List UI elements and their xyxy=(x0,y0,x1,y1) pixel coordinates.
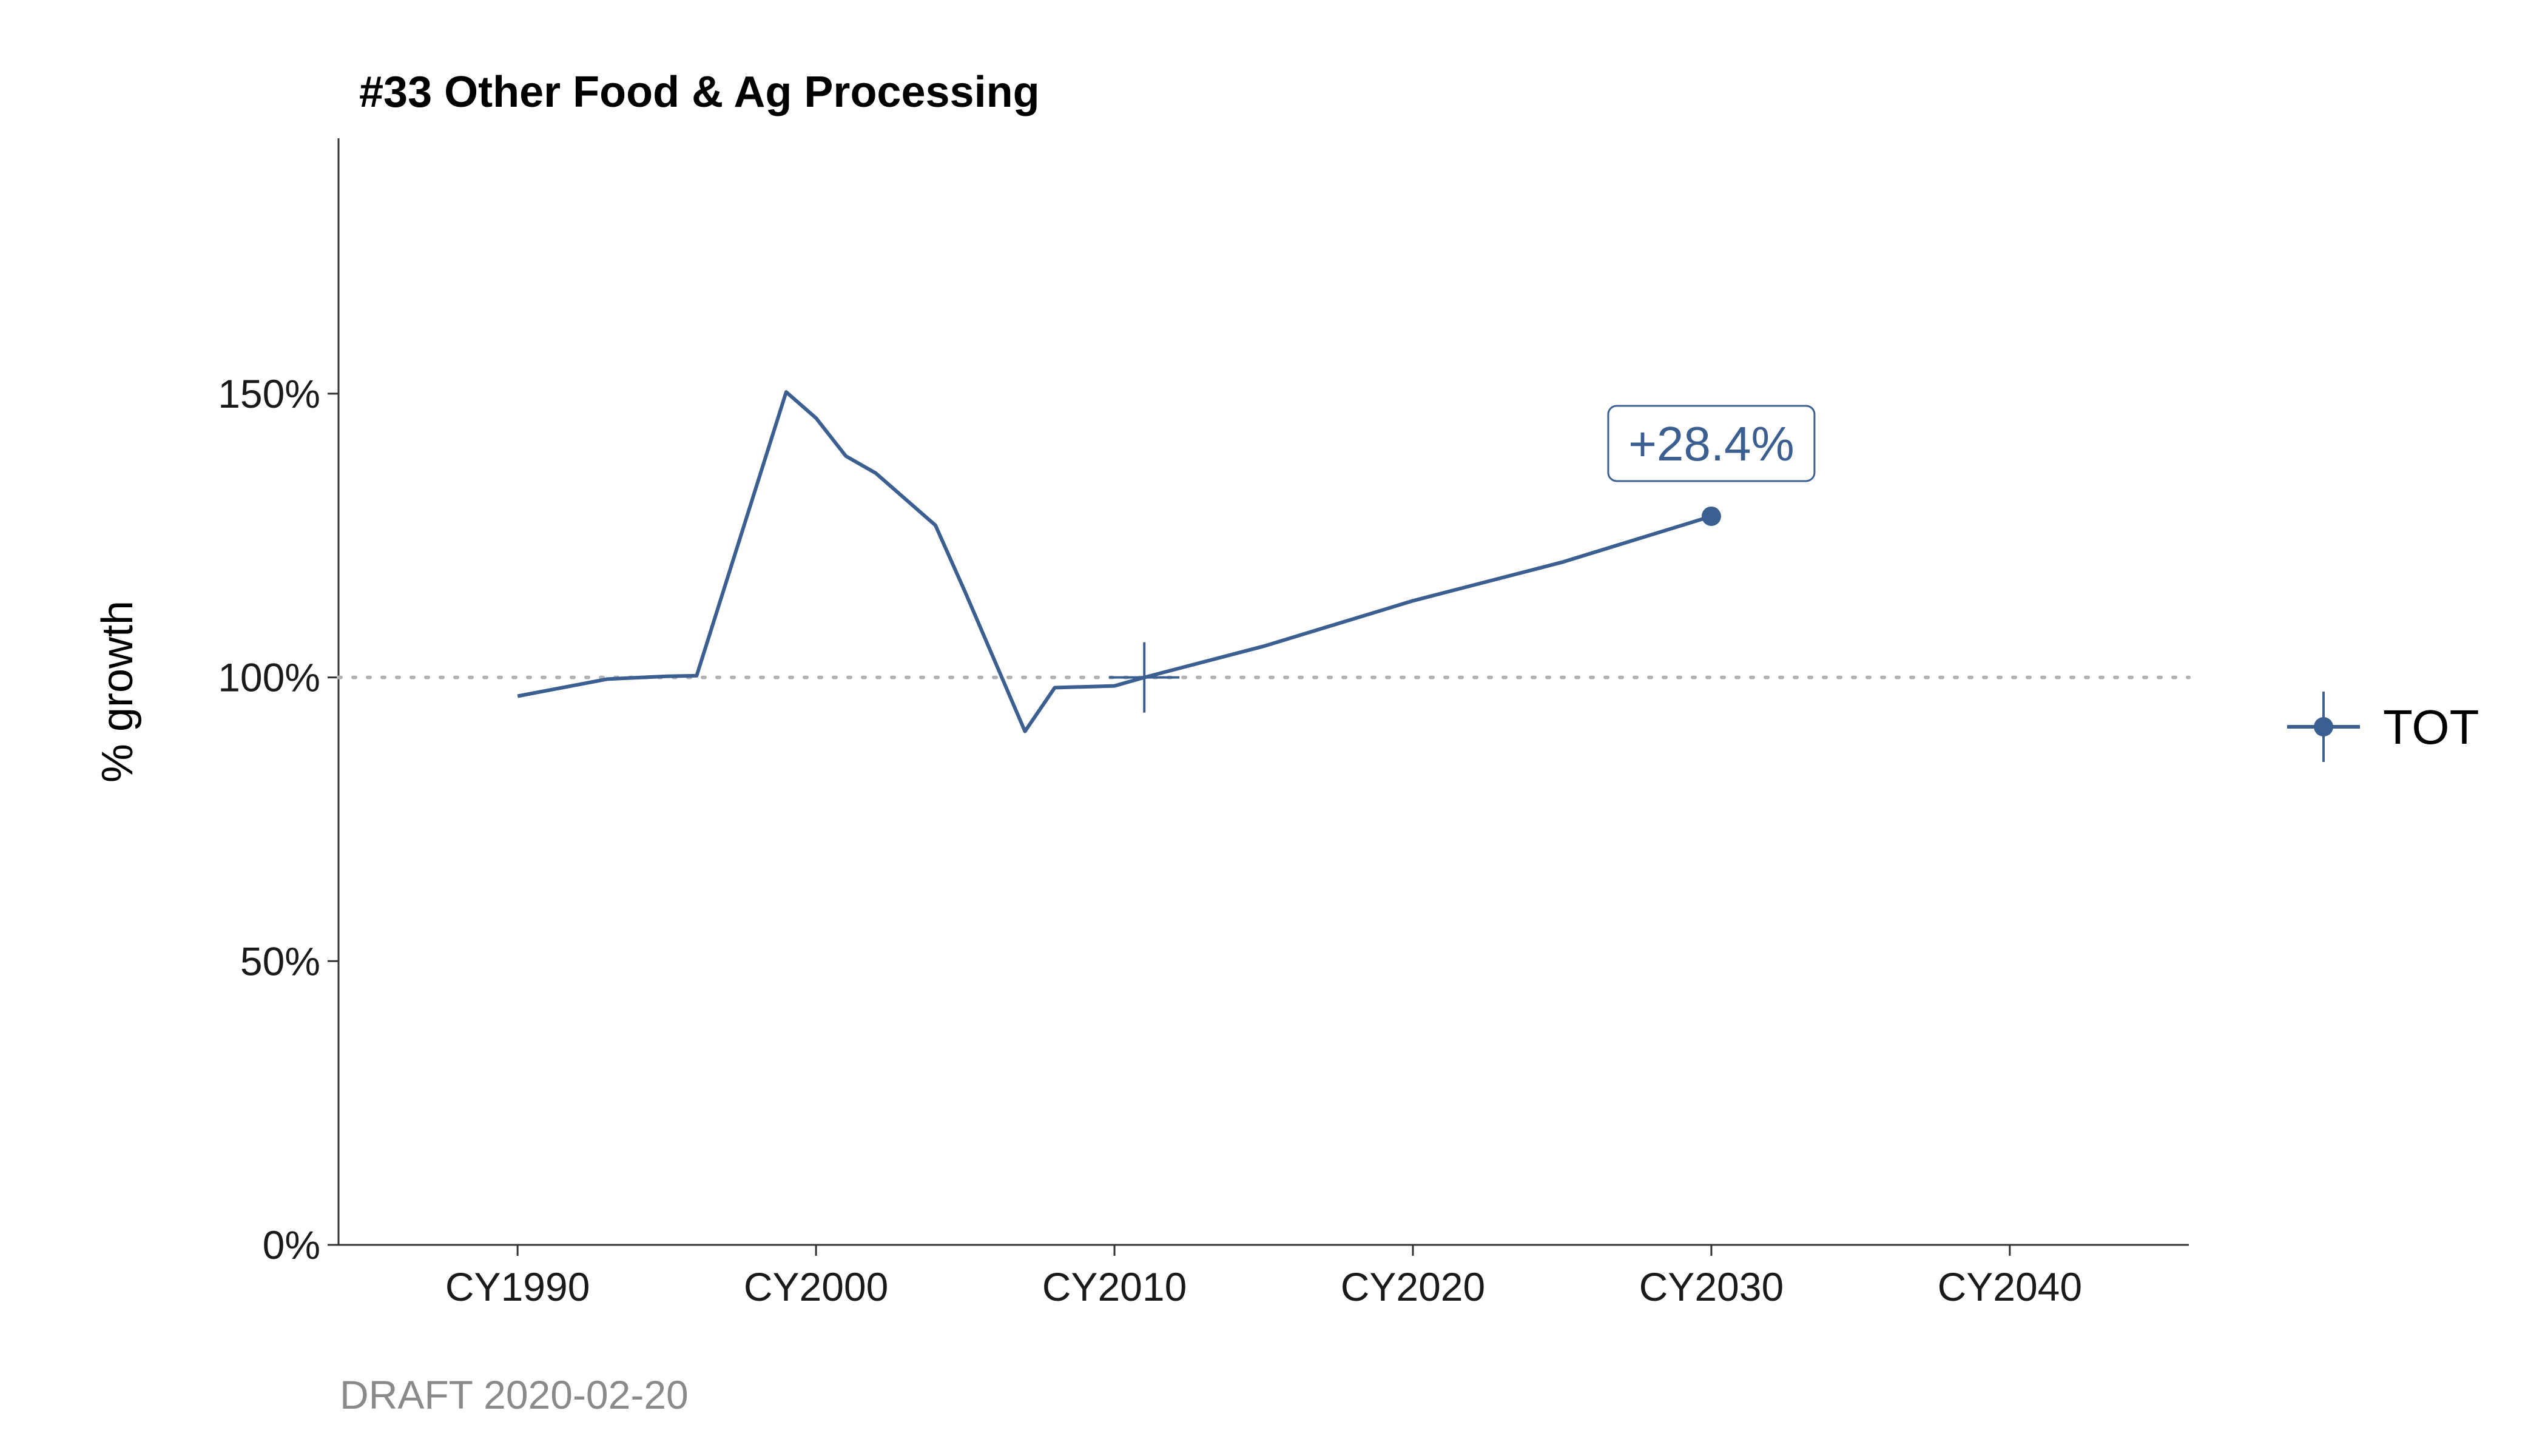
y-tick-label: 50% xyxy=(240,939,320,983)
x-tick-label: CY2000 xyxy=(744,1264,889,1309)
callout-label: +28.4% xyxy=(1628,417,1795,471)
x-tick-label: CY1990 xyxy=(445,1264,590,1309)
legend-key-point xyxy=(2314,717,2333,736)
y-tick-label: 100% xyxy=(218,655,320,700)
y-tick-label: 0% xyxy=(263,1222,320,1267)
y-axis-title: % growth xyxy=(93,601,142,783)
series-end-point xyxy=(1701,506,1721,526)
legend-label-tot: TOT xyxy=(2383,700,2479,754)
y-axis-title-group: % growth xyxy=(93,601,142,783)
series-line-tot xyxy=(517,390,1712,733)
x-tick-label: CY2040 xyxy=(1938,1264,2083,1309)
x-tick-label: CY2030 xyxy=(1639,1264,1784,1309)
chart-title: #33 Other Food & Ag Processing xyxy=(359,68,1040,116)
y-tick-label: 150% xyxy=(218,371,320,416)
plot-area: 0% 50% 100% 150% CY1990 CY2000 CY2010 CY2020 CY2… xyxy=(218,138,2191,1309)
legend: TOT xyxy=(2287,692,2479,762)
x-tick-label: CY2020 xyxy=(1341,1264,1486,1309)
callout-box xyxy=(1607,405,1816,482)
draft-caption: DRAFT 2020-02-20 xyxy=(340,1372,689,1417)
x-tick-label: CY2010 xyxy=(1042,1264,1187,1309)
end-value-callout: +28.4% xyxy=(1607,405,1816,482)
